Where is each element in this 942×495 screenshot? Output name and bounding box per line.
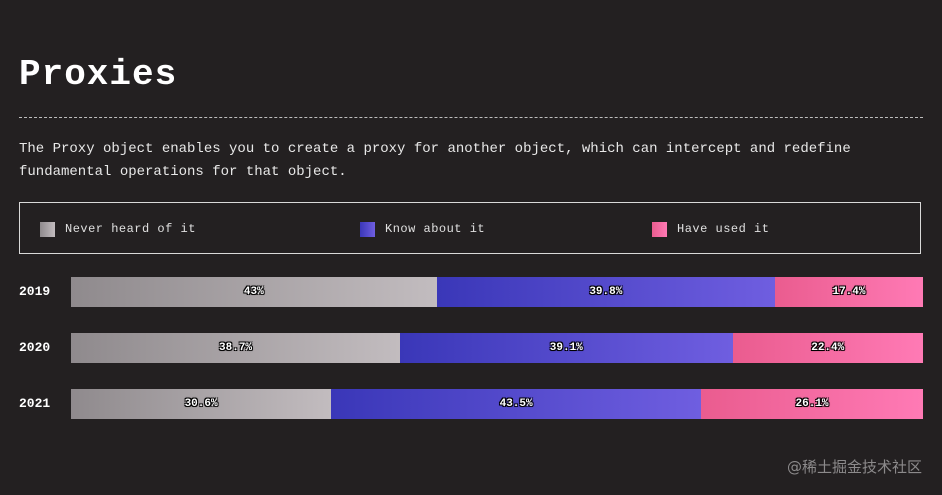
data-label-never-2020: 38.7%: [219, 342, 253, 354]
bar-segment-know-2020: 39.1%: [400, 333, 733, 363]
legend-label-know: Know about it: [385, 222, 486, 236]
legend-swatch-know: [360, 221, 375, 237]
bar-segment-used-2020: 22.4%: [732, 333, 923, 363]
data-label-know-2021: 43.5%: [499, 398, 533, 410]
data-label-never-2021: 30.6%: [184, 398, 218, 410]
bar-2021: 30.6% 43.5% 26.1%: [71, 389, 923, 419]
bar-segment-used-2019: 17.4%: [775, 277, 923, 307]
year-label-2019: 2019: [19, 284, 51, 299]
bar-segment-used-2021: 26.1%: [701, 389, 923, 419]
bar-segment-never-2019: 43%: [71, 277, 437, 307]
bar-segment-never-2021: 30.6%: [71, 389, 332, 419]
legend-item-know: Know about it: [360, 221, 485, 237]
bar-segment-never-2020: 38.7%: [71, 333, 401, 363]
description: The Proxy object enables you to create a…: [19, 141, 851, 180]
bar-2020: 38.7% 39.1% 22.4%: [71, 333, 923, 363]
legend-swatch-never: [40, 221, 55, 237]
bar-2019: 43% 39.8% 17.4%: [71, 277, 923, 307]
page-title: Proxies: [19, 54, 178, 95]
year-label-2020: 2020: [19, 340, 51, 355]
data-label-used-2019: 17.4%: [832, 286, 866, 298]
year-label-2021: 2021: [19, 396, 51, 411]
bar-segment-know-2021: 43.5%: [331, 389, 702, 419]
data-label-know-2019: 39.8%: [589, 286, 623, 298]
legend-swatch-used: [652, 221, 667, 237]
divider: [19, 117, 923, 118]
data-label-used-2021: 26.1%: [795, 398, 829, 410]
legend: Never heard of it Know about it Have use…: [19, 202, 921, 254]
legend-item-never: Never heard of it: [40, 221, 196, 237]
watermark: @稀土掘金技术社区: [786, 458, 922, 476]
bar-segment-know-2019: 39.8%: [436, 277, 776, 307]
data-label-know-2020: 39.1%: [549, 342, 583, 354]
data-label-never-2019: 43%: [243, 286, 264, 298]
legend-label-never: Never heard of it: [65, 222, 196, 236]
legend-item-used: Have used it: [652, 221, 769, 237]
legend-label-used: Have used it: [677, 222, 770, 236]
data-label-used-2020: 22.4%: [811, 342, 845, 354]
